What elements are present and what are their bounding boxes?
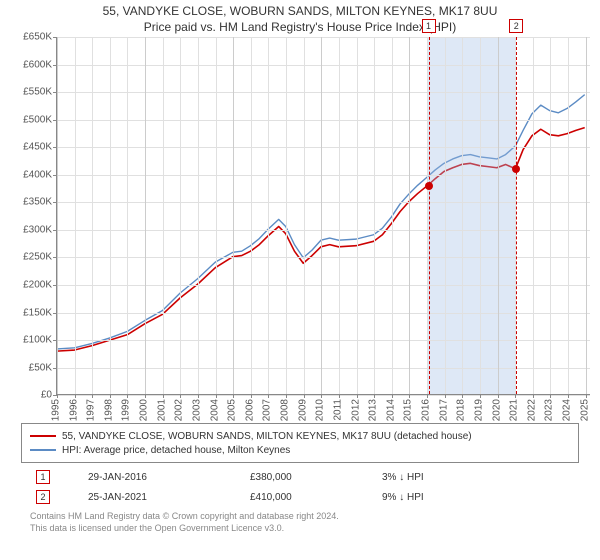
x-tick-label: 2001 [156,399,167,421]
x-tick-label: 2025 [579,399,590,421]
event-price: £380,000 [244,467,376,487]
x-tick-label: 1997 [86,399,97,421]
y-tick-label: £250K [23,252,52,263]
x-tick-label: 2012 [350,399,361,421]
chart: £0£50K£100K£150K£200K£250K£300K£350K£400… [10,37,590,417]
event-row: 1 29-JAN-2016£380,0003% ↓ HPI [30,467,570,487]
x-tick-label: 2021 [509,399,520,421]
event-marker-box: 2 [509,19,523,33]
y-tick-label: £450K [23,142,52,153]
legend-swatch [30,449,56,451]
x-axis: 1995199619971998199920002001200220032004… [56,395,590,417]
legend-label: HPI: Average price, detached house, Milt… [62,445,290,456]
x-tick-label: 2005 [227,399,238,421]
x-tick-label: 2009 [297,399,308,421]
y-tick-label: £100K [23,335,52,346]
y-tick-label: £50K [29,362,52,373]
title-address: 55, VANDYKE CLOSE, WOBURN SANDS, MILTON … [8,4,592,20]
x-tick-label: 2017 [438,399,449,421]
x-tick-label: 2000 [139,399,150,421]
event-delta: 3% ↓ HPI [376,467,570,487]
x-tick-label: 1998 [103,399,114,421]
y-tick-label: £400K [23,169,52,180]
x-tick-label: 2008 [280,399,291,421]
y-tick-label: £150K [23,307,52,318]
y-tick-label: £550K [23,87,52,98]
legend-row: HPI: Average price, detached house, Milt… [30,443,570,457]
x-tick-label: 2007 [262,399,273,421]
events-table: 1 29-JAN-2016£380,0003% ↓ HPI 2 25-JAN-2021… [30,467,570,507]
title-subtitle: Price paid vs. HM Land Registry's House … [8,20,592,36]
x-tick-label: 2006 [244,399,255,421]
x-tick-label: 1996 [68,399,79,421]
event-marker-dot [512,165,520,173]
legend-swatch [30,435,56,437]
footer: Contains HM Land Registry data © Crown c… [30,511,570,534]
event-row: 2 25-JAN-2021£410,0009% ↓ HPI [30,487,570,507]
y-tick-label: £650K [23,32,52,43]
event-marker-dot [425,182,433,190]
x-tick-label: 2018 [456,399,467,421]
footer-licence: This data is licensed under the Open Gov… [30,523,570,535]
event-marker-box: 1 [422,19,436,33]
x-tick-label: 2014 [385,399,396,421]
legend-row: 55, VANDYKE CLOSE, WOBURN SANDS, MILTON … [30,429,570,443]
y-tick-label: £350K [23,197,52,208]
legend-label: 55, VANDYKE CLOSE, WOBURN SANDS, MILTON … [62,431,472,442]
event-number-box: 1 [36,470,50,484]
x-tick-label: 2019 [473,399,484,421]
x-tick-label: 1995 [51,399,62,421]
y-axis: £0£50K£100K£150K£200K£250K£300K£350K£400… [10,37,56,417]
y-tick-label: £200K [23,280,52,291]
x-tick-label: 2023 [544,399,555,421]
x-tick-label: 2002 [174,399,185,421]
y-tick-label: £500K [23,114,52,125]
event-date: 29-JAN-2016 [82,467,244,487]
x-tick-label: 2013 [368,399,379,421]
x-tick-label: 2024 [562,399,573,421]
event-number-box: 2 [36,490,50,504]
x-tick-label: 2016 [421,399,432,421]
x-tick-label: 2004 [209,399,220,421]
plot-area: 12 [56,37,590,395]
x-tick-label: 2003 [191,399,202,421]
event-price: £410,000 [244,487,376,507]
x-tick-label: 2010 [315,399,326,421]
legend: 55, VANDYKE CLOSE, WOBURN SANDS, MILTON … [21,423,579,463]
x-tick-label: 1999 [121,399,132,421]
footer-copyright: Contains HM Land Registry data © Crown c… [30,511,570,523]
y-tick-label: £600K [23,59,52,70]
x-tick-label: 2020 [491,399,502,421]
y-tick-label: £300K [23,224,52,235]
event-line [516,37,517,394]
x-tick-label: 2022 [526,399,537,421]
x-tick-label: 2011 [332,399,343,421]
event-date: 25-JAN-2021 [82,487,244,507]
event-line [429,37,430,394]
event-delta: 9% ↓ HPI [376,487,570,507]
x-tick-label: 2015 [403,399,414,421]
